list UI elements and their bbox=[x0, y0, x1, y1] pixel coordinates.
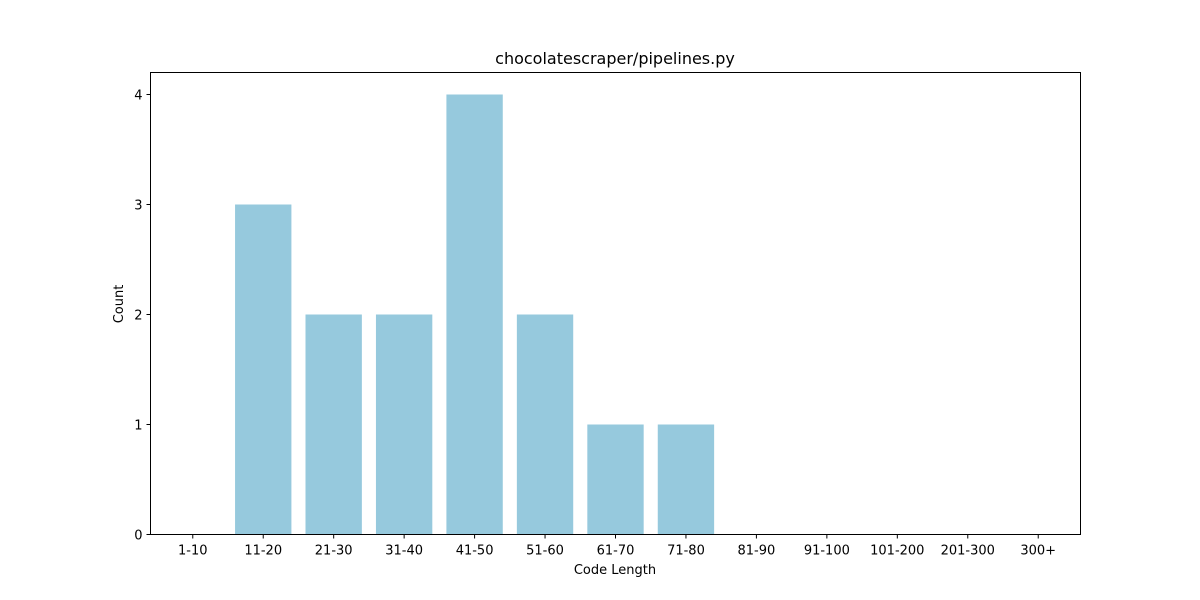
y-axis: 0 1 2 3 4 bbox=[134, 89, 151, 544]
bar-41-50 bbox=[446, 94, 503, 535]
chart-title: chocolatescraper/pipelines.py bbox=[495, 49, 735, 68]
bar-11-20 bbox=[235, 204, 292, 535]
y-tick-label: 4 bbox=[134, 89, 142, 104]
bar-71-80 bbox=[657, 424, 715, 535]
x-tick-label: 101-200 bbox=[870, 544, 924, 559]
x-tick-label: 51-60 bbox=[526, 544, 564, 559]
y-tick-label: 0 bbox=[134, 529, 142, 544]
x-tick-label: 300+ bbox=[1020, 544, 1056, 559]
y-axis-label: Count bbox=[112, 285, 127, 324]
x-tick-label: 41-50 bbox=[456, 544, 494, 559]
x-tick-label: 201-300 bbox=[941, 544, 995, 559]
x-axis-label: Code Length bbox=[574, 563, 656, 578]
bars-layer bbox=[235, 94, 715, 535]
x-tick-label: 11-20 bbox=[244, 544, 282, 559]
bar-51-60 bbox=[516, 314, 574, 535]
x-tick-label: 81-90 bbox=[738, 544, 776, 559]
x-tick-label: 61-70 bbox=[597, 544, 635, 559]
x-tick-label: 31-40 bbox=[385, 544, 423, 559]
x-axis: 1-10 11-20 21-30 31-40 41-50 51-60 61-70 71-80 8… bbox=[178, 534, 1056, 559]
bar-21-30 bbox=[305, 314, 362, 535]
x-tick-label: 21-30 bbox=[315, 544, 353, 559]
y-tick-label: 3 bbox=[134, 199, 142, 214]
x-tick-label: 71-80 bbox=[667, 544, 705, 559]
x-tick-label: 1-10 bbox=[178, 544, 208, 559]
y-tick-label: 1 bbox=[134, 419, 142, 434]
bar-31-40 bbox=[375, 314, 433, 535]
bar-61-70 bbox=[587, 424, 644, 535]
y-tick-label: 2 bbox=[134, 309, 142, 324]
x-tick-label: 91-100 bbox=[804, 544, 850, 559]
